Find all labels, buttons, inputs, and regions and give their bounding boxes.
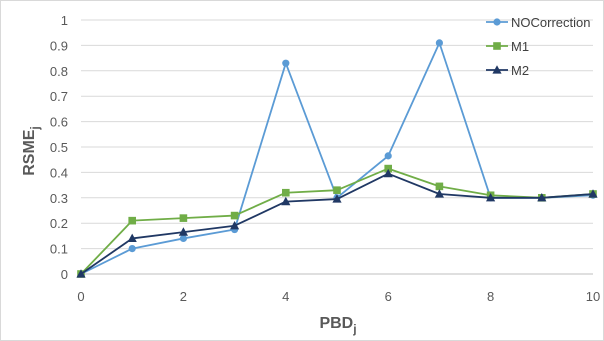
- x-tick-label: 8: [487, 289, 494, 304]
- x-tick-label: 10: [586, 289, 600, 304]
- data-point-m2: [486, 193, 496, 202]
- axes: 00.10.20.30.40.50.60.70.80.910 2 4 6 8 10: [50, 13, 600, 304]
- data-point-m1: [230, 211, 239, 220]
- x-tick-label: 2: [180, 289, 187, 304]
- y-axis-title-subscript: j: [28, 126, 42, 130]
- y-tick-label: 0.6: [50, 115, 68, 130]
- legend-marker: [493, 42, 501, 50]
- data-point-nocorrection: [282, 59, 290, 67]
- y-tick-label: 1: [61, 13, 68, 28]
- legend-item-m1: M1: [486, 39, 529, 54]
- y-axis-title-main: RSME: [21, 129, 38, 176]
- data-point-m1: [435, 182, 444, 191]
- x-axis-title: PBDj: [319, 315, 356, 336]
- x-tick-label: 4: [282, 289, 289, 304]
- data-point-m2: [588, 189, 598, 198]
- data-point-nocorrection: [384, 152, 392, 160]
- data-point-m1: [282, 188, 290, 197]
- data-point-nocorrection: [435, 39, 443, 47]
- data-point-m1: [384, 164, 392, 173]
- x-tick-label: 6: [385, 289, 392, 304]
- data-point-m2: [127, 233, 137, 243]
- data-point-m1: [128, 216, 136, 225]
- series-m1: [77, 164, 597, 278]
- y-tick-label: 0.9: [50, 38, 68, 53]
- data-point-nocorrection: [128, 245, 136, 253]
- data-point-m2: [230, 220, 240, 230]
- legend-item-m2: M2: [486, 63, 529, 78]
- x-axis-title-main: PBD: [319, 315, 353, 332]
- legend-label: NOCorrection: [511, 15, 590, 30]
- data-point-m2: [383, 168, 393, 178]
- data-point-m2: [281, 196, 291, 206]
- legend-marker: [492, 65, 502, 74]
- legend: NOCorrection M1 M2: [486, 15, 590, 78]
- data-point-m1: [333, 186, 341, 194]
- y-tick-label: 0.5: [50, 140, 68, 155]
- legend-label: M1: [511, 39, 529, 54]
- legend-label: M2: [511, 63, 529, 78]
- legend-marker: [493, 18, 501, 26]
- y-tick-label: 0: [61, 267, 68, 282]
- y-tick-label: 0.2: [50, 216, 68, 231]
- y-tick-label: 0.3: [50, 191, 68, 206]
- data-point-nocorrection: [179, 234, 187, 243]
- series-line-m1: [80, 167, 594, 275]
- y-tick-label: 0.1: [50, 242, 68, 257]
- data-point-m2: [537, 193, 547, 202]
- series-group: [76, 39, 598, 278]
- y-tick-label: 0.8: [50, 64, 68, 79]
- y-tick-label: 0.7: [50, 89, 68, 104]
- y-axis-title: RSMEj: [21, 126, 42, 176]
- x-tick-label: 0: [77, 289, 84, 304]
- data-point-m2: [76, 269, 86, 278]
- data-point-m2: [178, 227, 188, 236]
- y-tick-label: 0.4: [50, 165, 68, 180]
- x-axis-title-subscript: j: [352, 322, 356, 336]
- legend-item-nocorrection: NOCorrection: [486, 15, 590, 30]
- data-point-m2: [332, 194, 342, 203]
- series-m2: [76, 168, 598, 278]
- data-point-m2: [434, 189, 444, 198]
- data-point-m1: [179, 214, 188, 222]
